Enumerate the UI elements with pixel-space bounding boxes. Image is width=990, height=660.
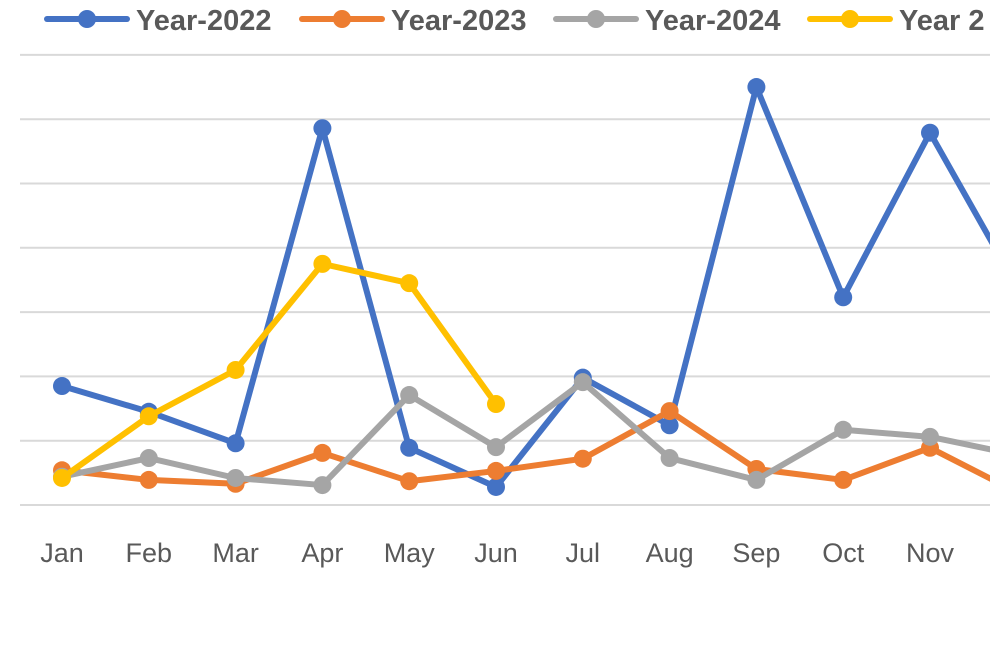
data-point xyxy=(573,373,592,392)
data-point xyxy=(573,449,592,468)
x-tick-label: Feb xyxy=(126,538,173,568)
legend-item: Year-2022 xyxy=(44,5,271,37)
x-tick-label: May xyxy=(384,538,436,568)
legend-label: Year 2 xyxy=(899,5,984,37)
legend-marker-icon xyxy=(841,10,859,28)
series-line xyxy=(61,408,990,487)
data-point xyxy=(139,449,158,468)
data-point xyxy=(921,427,939,446)
data-point xyxy=(487,461,505,480)
x-tick-label: Oct xyxy=(822,538,865,568)
legend-marker-icon xyxy=(587,10,605,28)
data-point xyxy=(139,470,158,489)
x-tick-label: Mar xyxy=(212,538,259,568)
data-point xyxy=(834,470,853,489)
data-point xyxy=(139,407,158,426)
x-tick-label: Apr xyxy=(301,538,343,568)
series-Year-2022 xyxy=(53,78,990,496)
series-line xyxy=(60,260,499,481)
legend-item: Year 2 xyxy=(807,5,984,37)
data-point xyxy=(747,78,766,97)
data-point xyxy=(313,476,332,495)
x-tick-label: Aug xyxy=(646,538,694,568)
data-point xyxy=(226,434,245,453)
series-line xyxy=(61,84,990,490)
legend-marker-icon xyxy=(78,10,96,28)
data-point xyxy=(487,395,505,414)
x-tick-label: Jan xyxy=(40,538,84,568)
data-point xyxy=(660,402,679,421)
data-point xyxy=(747,470,766,489)
data-point xyxy=(660,449,679,468)
data-point xyxy=(660,416,679,435)
x-tick-label: Nov xyxy=(906,538,955,568)
legend-item: Year-2024 xyxy=(553,5,780,37)
data-point xyxy=(400,438,419,457)
data-point xyxy=(834,288,853,307)
series-Year-2023 xyxy=(53,402,990,493)
legend-label: Year-2023 xyxy=(391,5,526,37)
data-point xyxy=(53,377,71,396)
data-point xyxy=(487,438,505,457)
series-line xyxy=(61,379,990,489)
data-point xyxy=(313,119,332,138)
legend-item: Year-2023 xyxy=(299,5,526,37)
data-point xyxy=(400,274,419,293)
legend-label: Year-2022 xyxy=(136,5,271,37)
series-Year 2 xyxy=(53,254,505,487)
x-tick-label: Jun xyxy=(474,538,518,568)
x-tick-label: Sep xyxy=(732,538,780,568)
data-point xyxy=(53,468,71,487)
data-point xyxy=(400,472,419,491)
data-point xyxy=(226,360,245,379)
series-Year-2024 xyxy=(53,373,990,495)
data-point xyxy=(313,254,332,273)
data-point xyxy=(226,468,245,487)
data-point xyxy=(400,386,419,405)
data-point xyxy=(487,477,505,496)
legend-marker-icon xyxy=(333,10,351,28)
x-tick-label: Jul xyxy=(566,538,601,568)
data-point xyxy=(921,123,939,142)
legend-label: Year-2024 xyxy=(645,5,780,37)
data-point xyxy=(834,420,853,439)
data-point xyxy=(313,443,332,462)
